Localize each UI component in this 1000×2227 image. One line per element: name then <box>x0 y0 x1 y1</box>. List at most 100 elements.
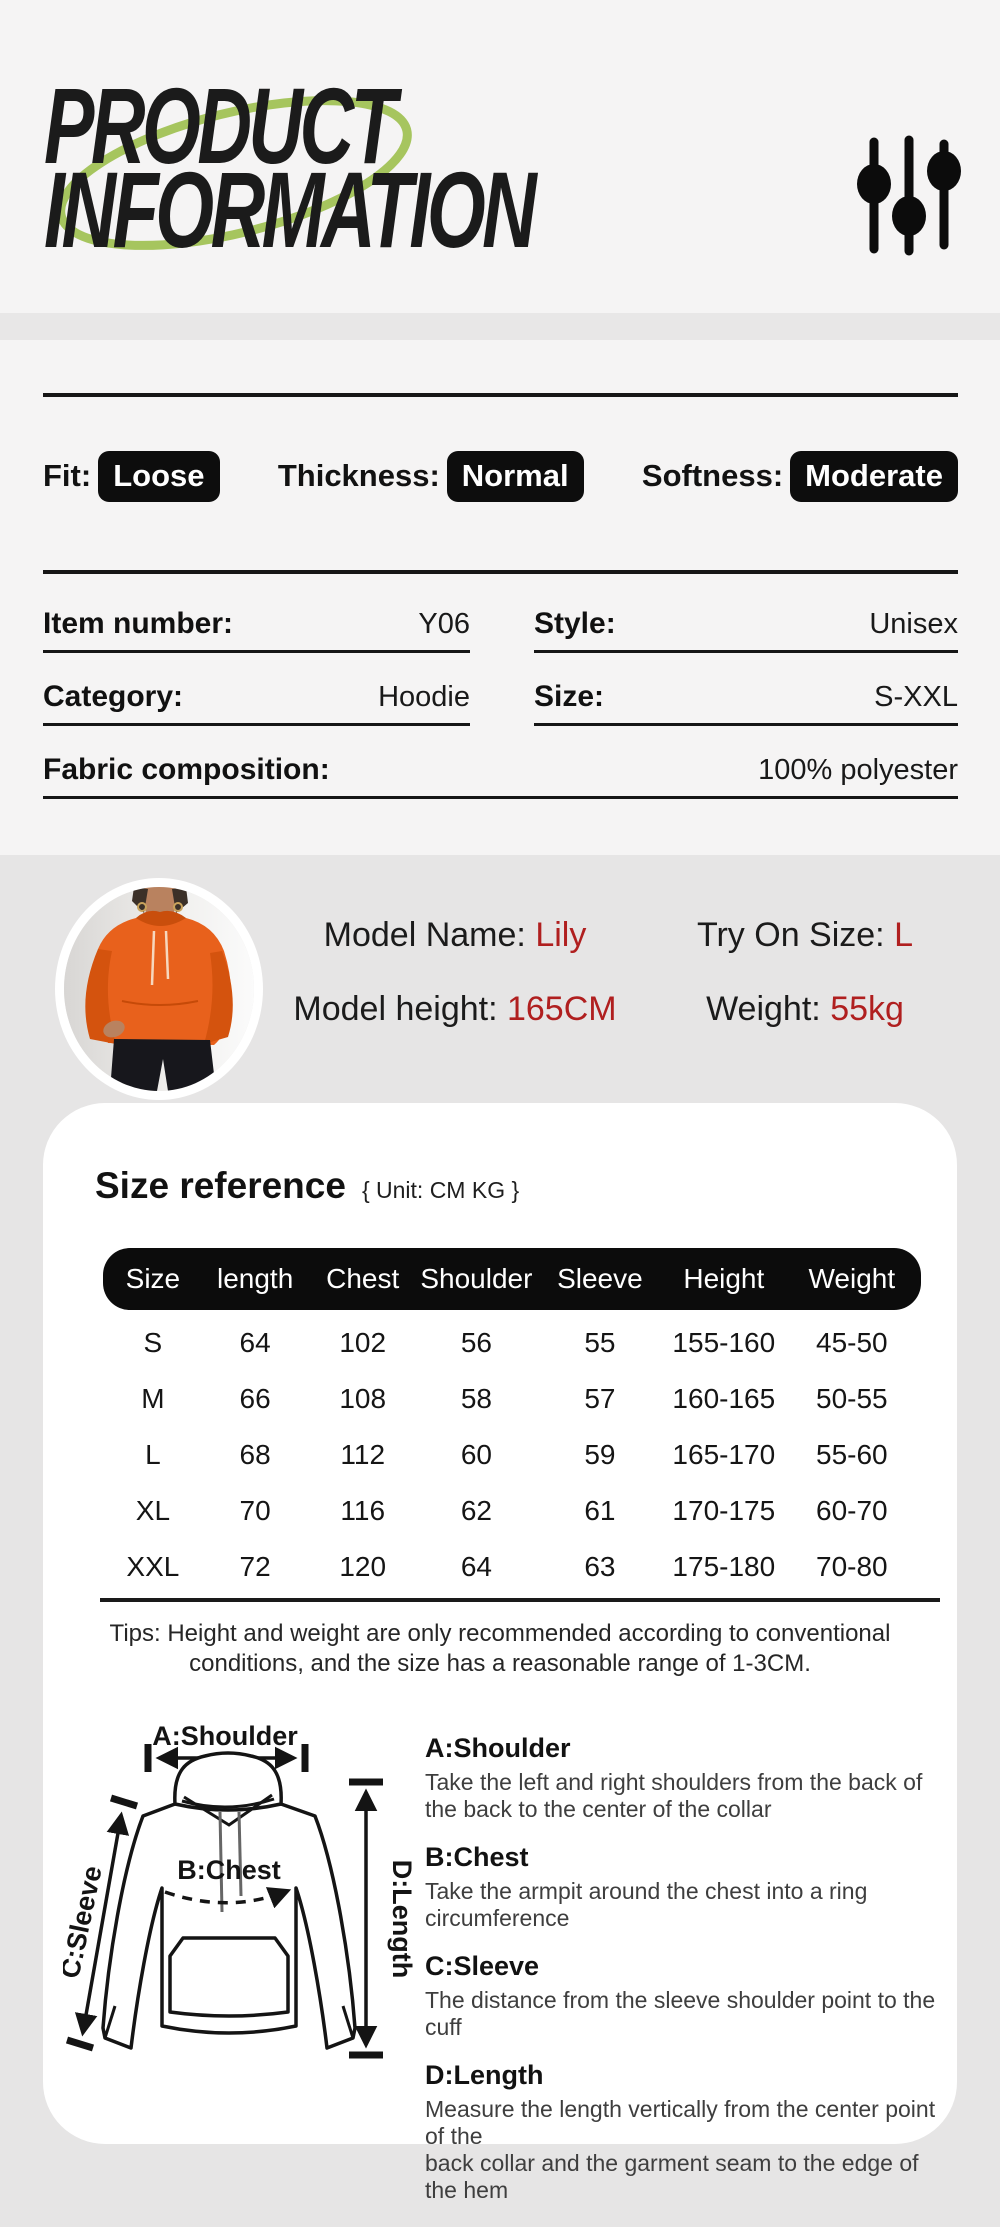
measure-list: A:Shoulder Take the left and right should… <box>425 1733 950 2223</box>
model-height-label: Model height: <box>293 990 498 1028</box>
fabric-value: 100% polyester <box>758 754 958 786</box>
category-value: Hoodie <box>378 681 470 713</box>
model-name-label: Model Name: <box>323 916 526 954</box>
size-table-cell: 64 <box>239 1327 271 1358</box>
page-title: PRODUCT INFORMATION <box>44 65 743 270</box>
fabric-label: Fabric composition: <box>43 753 330 786</box>
size-column-header: Shoulder <box>420 1263 533 1294</box>
measure-item-title: C:Sleeve <box>425 1951 540 1981</box>
try-on-size-line: Try On Size: L <box>680 916 930 955</box>
fit-value-badge: Loose <box>98 450 220 502</box>
measure-item-desc: Take the armpit around the chest into a … <box>425 1878 868 1931</box>
model-height-value: 165CM <box>506 990 617 1028</box>
field-category: Category: Hoodie <box>43 680 470 726</box>
attribute-softness: Softness: Moderate <box>641 450 958 502</box>
measure-item-title: B:Chest <box>425 1842 529 1872</box>
size-table-cell: 56 <box>460 1327 492 1358</box>
size-column-header: Sleeve <box>557 1263 643 1294</box>
size-column-header: Chest <box>326 1263 400 1294</box>
size-table-cell: 45-50 <box>816 1327 888 1358</box>
size-table-row: XXL 72 120 64 63 175-180 70-80 <box>103 1539 921 1595</box>
thickness-value-badge: Normal <box>446 450 584 502</box>
measure-item-desc: The distance from the sleeve shoulder po… <box>425 1987 936 2040</box>
size-table-cell: 70-80 <box>816 1551 888 1582</box>
product-details: Item number: Y06 Style: Unisex Category:… <box>43 607 958 826</box>
field-fabric: Fabric composition: 100% polyester <box>43 753 958 799</box>
size-table-cell: 60 <box>460 1439 492 1470</box>
size-table-cell: 55 <box>584 1327 616 1358</box>
measure-item: D:Length Measure the length vertically fr… <box>425 2060 950 2204</box>
model-weight-line: Weight: 55kg <box>680 990 930 1029</box>
field-size: Size: S-XXL <box>534 680 958 726</box>
section-divider-band <box>0 313 1000 340</box>
model-weight-label: Weight: <box>706 990 821 1028</box>
measurement-diagram: A:Shoulder B:Chest C:Sleeve <box>63 1721 417 2059</box>
size-table-cell: 155-160 <box>672 1327 776 1358</box>
category-label: Category: <box>43 680 184 713</box>
style-value: Unisex <box>869 608 958 640</box>
model-photo-illustration <box>64 887 254 1091</box>
model-name-value: Lily <box>535 916 587 954</box>
thickness-label: Thickness: <box>277 458 440 493</box>
size-table-cell: XL <box>135 1495 171 1526</box>
try-on-size-value: L <box>894 916 914 954</box>
style-label: Style: <box>534 607 616 640</box>
field-item-number: Item number: Y06 <box>43 607 470 653</box>
size-tips: Tips: Height and weight are only recomme… <box>109 1620 891 1677</box>
attributes-row: Fit: Loose Thickness: Normal Softness: M… <box>43 445 958 507</box>
size-table-cell: 50-55 <box>816 1383 888 1414</box>
measure-item-desc: Measure the length vertically from the c… <box>425 2096 936 2203</box>
size-table-cell: 57 <box>584 1383 616 1414</box>
size-table-row: M 66 108 58 57 160-165 50-55 <box>103 1371 921 1427</box>
measure-item-desc: Take the left and right shoulders from t… <box>425 1769 923 1822</box>
measure-item: B:Chest Take the armpit around the chest … <box>425 1842 950 1932</box>
measure-item: A:Shoulder Take the left and right should… <box>425 1733 950 1823</box>
size-table-row: L 68 112 60 59 165-170 55-60 <box>103 1427 921 1483</box>
size-table-cell: 108 <box>339 1383 387 1414</box>
size-column-header: Size <box>125 1263 181 1294</box>
size-table-cell: 60-70 <box>816 1495 888 1526</box>
size-column-header: length <box>216 1263 294 1294</box>
measure-item-title: D:Length <box>425 2060 544 2090</box>
size-table-cell: 116 <box>340 1495 386 1526</box>
size-table-cell: 63 <box>584 1551 616 1582</box>
size-table-cell: 165-170 <box>672 1439 776 1470</box>
size-table-cell: 102 <box>339 1327 387 1358</box>
size-table-cell: 68 <box>239 1439 271 1470</box>
size-table-cell: 66 <box>239 1383 271 1414</box>
size-table-cell: 170-175 <box>672 1495 776 1526</box>
size-table-cell: L <box>145 1439 161 1470</box>
model-height-line: Model height: 165CM <box>250 990 660 1029</box>
diagram-length-label: D:Length <box>387 1860 417 1978</box>
model-photo <box>55 878 263 1100</box>
size-table-cell: 70 <box>239 1495 271 1526</box>
size-reference-title-row: Size reference { Unit: CM KG } <box>95 1165 519 1207</box>
attribute-thickness: Thickness: Normal <box>277 450 584 502</box>
size-table-cell: 175-180 <box>672 1551 776 1582</box>
page-title-line2: INFORMATION <box>44 149 537 270</box>
field-style: Style: Unisex <box>534 607 958 653</box>
size-table-cell: 112 <box>340 1439 386 1470</box>
sliders-icon <box>857 135 961 256</box>
size-label: Size: <box>534 680 605 713</box>
model-name-line: Model Name: Lily <box>250 916 660 955</box>
size-column-header: Height <box>683 1263 765 1294</box>
fit-label: Fit: <box>43 458 92 493</box>
diagram-chest-label: B:Chest <box>177 1855 281 1885</box>
softness-label: Softness: <box>641 458 784 493</box>
item-number-value: Y06 <box>418 608 470 640</box>
model-weight-value: 55kg <box>830 990 904 1028</box>
try-on-size-label: Try On Size: <box>696 916 885 954</box>
size-table-cell: 120 <box>339 1551 387 1582</box>
table-bottom-line <box>100 1598 940 1602</box>
page-title-line1: PRODUCT <box>44 65 397 186</box>
size-table-cell: S <box>143 1327 163 1358</box>
diagram-shoulder-label: A:Shoulder <box>152 1721 298 1751</box>
divider-line-top <box>43 393 958 397</box>
size-table-row: XL 70 116 62 61 170-175 60-70 <box>103 1483 921 1539</box>
size-table-cell: 58 <box>460 1383 492 1414</box>
size-table-cell: 61 <box>584 1495 616 1526</box>
measure-item: C:Sleeve The distance from the sleeve sho… <box>425 1951 950 2041</box>
size-table-cell: M <box>141 1383 165 1414</box>
attribute-fit: Fit: Loose <box>43 450 220 502</box>
